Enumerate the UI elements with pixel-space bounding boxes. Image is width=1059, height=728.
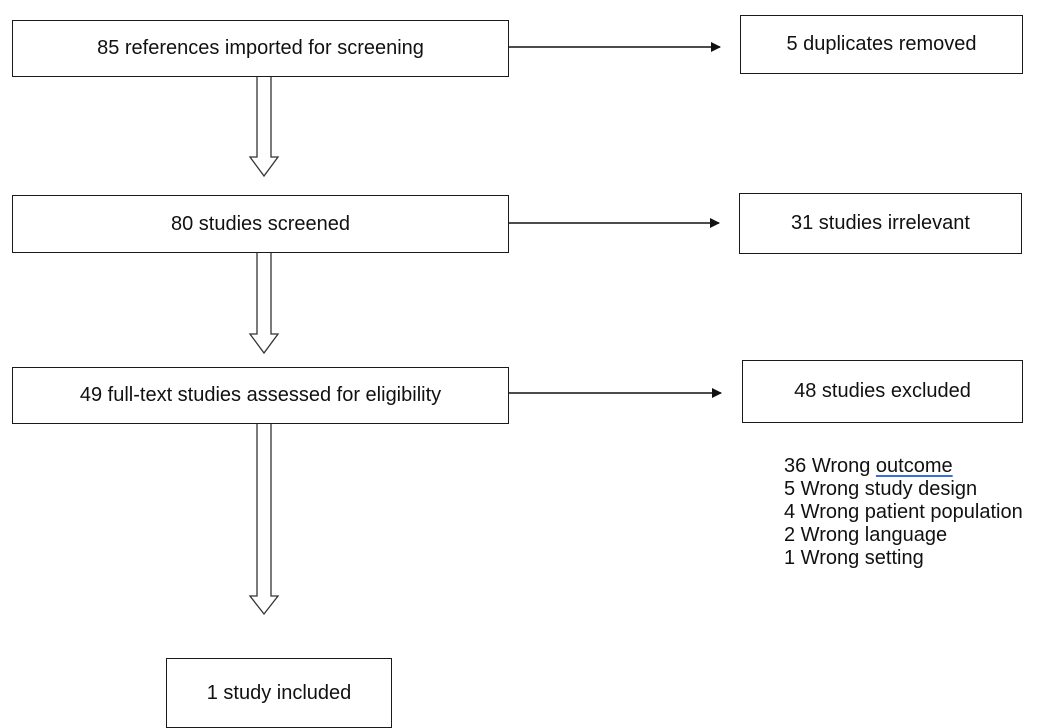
exclusion-reason-outcome-prefix: Wrong xyxy=(811,455,871,477)
studies-excluded-label: 48 studies excluded xyxy=(794,380,971,402)
studies-irrelevant-box: 31 studies irrelevant xyxy=(739,193,1022,254)
studies-screened-box: 80 studies screened xyxy=(12,195,509,253)
duplicates-removed-box: 5 duplicates removed xyxy=(740,15,1023,74)
studies-screened-label: 80 studies screened xyxy=(170,212,350,235)
exclusion-reason: 4 Wrong patient population xyxy=(784,501,1023,523)
references-imported-box: 85 references imported for screening xyxy=(12,20,509,77)
down-arrow-1 xyxy=(248,77,280,178)
down-arrow-2 xyxy=(248,253,280,355)
exclusion-reason-outcome-word: outcome xyxy=(875,455,953,477)
exclusion-reason: 5 Wrong study design xyxy=(784,478,978,500)
full-text-assessed-label: 49 full-text studies assessed for eligib… xyxy=(79,384,442,406)
studies-excluded-box: 48 studies excluded xyxy=(742,360,1023,423)
references-imported-label: 85 references imported for screening xyxy=(97,37,424,59)
study-included-box: 1 study included xyxy=(166,658,392,728)
exclusion-reason: 2 Wrong language xyxy=(784,524,948,546)
exclusion-reasons-list: 36 Wrong outcome 5 Wrong study design 4 … xyxy=(784,455,1023,570)
down-arrow-3 xyxy=(248,424,280,616)
duplicates-removed-label: 5 duplicates removed xyxy=(786,33,977,55)
exclusion-reason-outcome-count: 36 xyxy=(784,455,807,477)
exclusion-reason-outcome: 36 Wrong outcome xyxy=(784,455,1023,478)
studies-irrelevant-label: 31 studies irrelevant xyxy=(791,212,970,234)
flow-connectors xyxy=(248,42,722,616)
exclusion-reason: 1 Wrong setting xyxy=(784,547,924,569)
full-text-assessed-box: 49 full-text studies assessed for eligib… xyxy=(12,367,509,424)
study-included-label: 1 study included xyxy=(206,681,352,704)
